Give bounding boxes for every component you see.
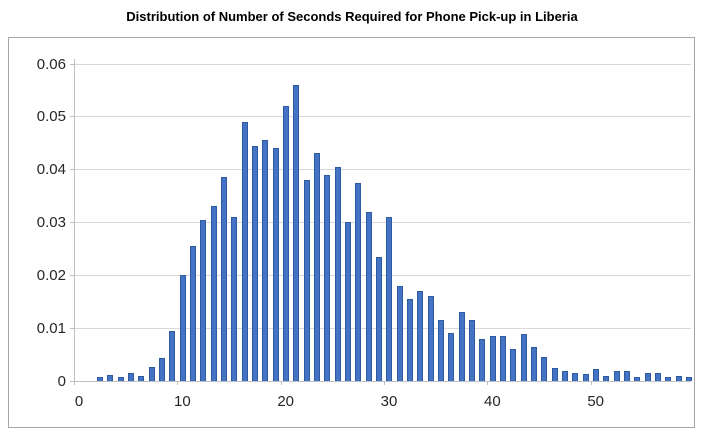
bar <box>158 358 165 381</box>
bar <box>127 373 134 381</box>
plot-area: 0 0.01 0.02 0.03 0.04 0.05 0.06 0 10 20 30 40 50 <box>9 38 694 427</box>
bar <box>572 373 579 381</box>
gridline <box>74 381 691 382</box>
bar <box>365 212 372 381</box>
bar <box>241 122 248 381</box>
bar <box>541 357 548 381</box>
gridline <box>74 328 691 330</box>
bar <box>665 377 672 381</box>
bar <box>613 371 620 381</box>
bar <box>200 220 207 381</box>
y-axis-line <box>74 58 75 385</box>
bar <box>685 377 692 381</box>
bar <box>303 180 310 381</box>
y-tick-label: 0.05 <box>36 108 66 126</box>
bar <box>220 177 227 381</box>
bar <box>138 376 145 381</box>
y-tick-label: 0 <box>57 373 66 390</box>
y-tick-label: 0.01 <box>36 320 66 338</box>
y-tick-label: 0.02 <box>36 267 66 285</box>
x-axis-tick <box>384 381 385 385</box>
bar <box>251 146 258 381</box>
bar <box>510 349 517 381</box>
bar <box>406 299 413 381</box>
bar <box>603 376 610 381</box>
y-tick-label: 0.06 <box>36 55 66 73</box>
bar <box>592 369 599 381</box>
x-tick-label: 10 <box>173 393 191 410</box>
bar <box>324 175 331 381</box>
y-tick-label: 0.04 <box>36 161 66 179</box>
x-tick-label: 40 <box>483 393 501 410</box>
bar <box>107 375 114 381</box>
y-axis-tick <box>70 116 74 118</box>
bar <box>117 377 124 381</box>
bar <box>489 336 496 381</box>
bar <box>396 286 403 381</box>
bar <box>169 331 176 381</box>
bar <box>334 167 341 381</box>
bar <box>582 374 589 381</box>
bar <box>231 217 238 381</box>
bar <box>210 206 217 381</box>
bar <box>386 217 393 381</box>
bar <box>644 373 651 381</box>
bar <box>189 246 196 381</box>
bar <box>458 312 465 381</box>
x-tick-label: 50 <box>587 393 604 410</box>
bar <box>313 153 320 381</box>
x-axis-tick <box>177 381 179 385</box>
gridline <box>74 63 691 65</box>
y-tick-label: 0.03 <box>36 214 66 232</box>
gridline <box>74 116 691 118</box>
gridline <box>74 169 691 171</box>
bar <box>272 148 279 381</box>
gridline <box>74 222 691 224</box>
bar <box>417 291 424 381</box>
bar <box>437 320 444 381</box>
bar <box>468 320 475 381</box>
x-tick-label: 30 <box>380 393 398 410</box>
x-axis-tick <box>74 381 75 385</box>
bar <box>623 371 630 381</box>
x-axis-tick <box>487 381 489 385</box>
y-axis-tick <box>70 275 74 277</box>
y-axis-tick <box>70 63 74 65</box>
y-axis-tick <box>70 222 74 224</box>
bar <box>179 275 186 381</box>
bar <box>675 376 682 381</box>
x-tick-label: 20 <box>277 393 294 410</box>
x-axis-tick <box>590 381 592 385</box>
x-axis-tick <box>280 381 282 385</box>
bar <box>448 333 455 381</box>
x-tick-label: 0 <box>74 393 84 410</box>
y-axis-tick <box>70 328 74 330</box>
bar <box>282 106 289 381</box>
bar <box>355 183 362 381</box>
gridline <box>74 275 691 277</box>
y-axis-tick <box>70 381 74 382</box>
bar <box>427 296 434 381</box>
bar <box>96 377 103 381</box>
bar <box>262 140 269 381</box>
bar <box>479 339 486 381</box>
bar <box>561 371 568 381</box>
bar <box>654 373 661 381</box>
bar <box>634 377 641 381</box>
bar <box>293 85 300 381</box>
bar <box>551 368 558 381</box>
bar <box>148 367 155 381</box>
bar <box>530 347 537 381</box>
bar <box>520 334 527 381</box>
chart-title: Distribution of Number of Seconds Requir… <box>126 9 578 24</box>
bar <box>375 257 382 381</box>
bar <box>344 222 351 381</box>
bar <box>499 336 506 381</box>
chart-plot-border: 0 0.01 0.02 0.03 0.04 0.05 0.06 0 10 20 30 40 50 <box>8 37 695 428</box>
y-axis-tick <box>70 169 74 171</box>
